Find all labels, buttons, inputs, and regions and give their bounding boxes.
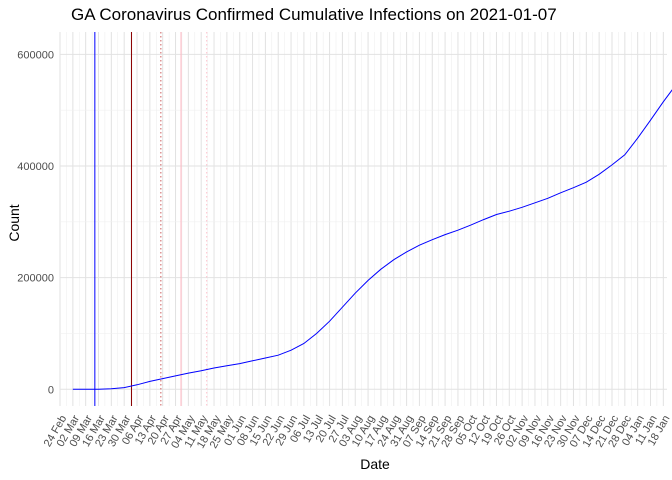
series-layer xyxy=(72,89,672,390)
grid-layer xyxy=(59,32,667,406)
y-tick-label: 600000 xyxy=(17,49,54,61)
reference-lines xyxy=(94,32,208,406)
plot-panel xyxy=(60,32,667,406)
series-line xyxy=(72,89,672,390)
y-axis-ticks: 0 200000 400000 600000 xyxy=(17,49,54,396)
x-axis-label: Date xyxy=(360,456,390,472)
y-axis-label: Count xyxy=(6,204,22,241)
y-tick-label: 400000 xyxy=(17,161,54,173)
y-tick-label: 0 xyxy=(48,384,54,396)
y-tick-label: 200000 xyxy=(17,273,54,285)
chart-title: GA Coronavirus Confirmed Cumulative Infe… xyxy=(71,5,557,24)
